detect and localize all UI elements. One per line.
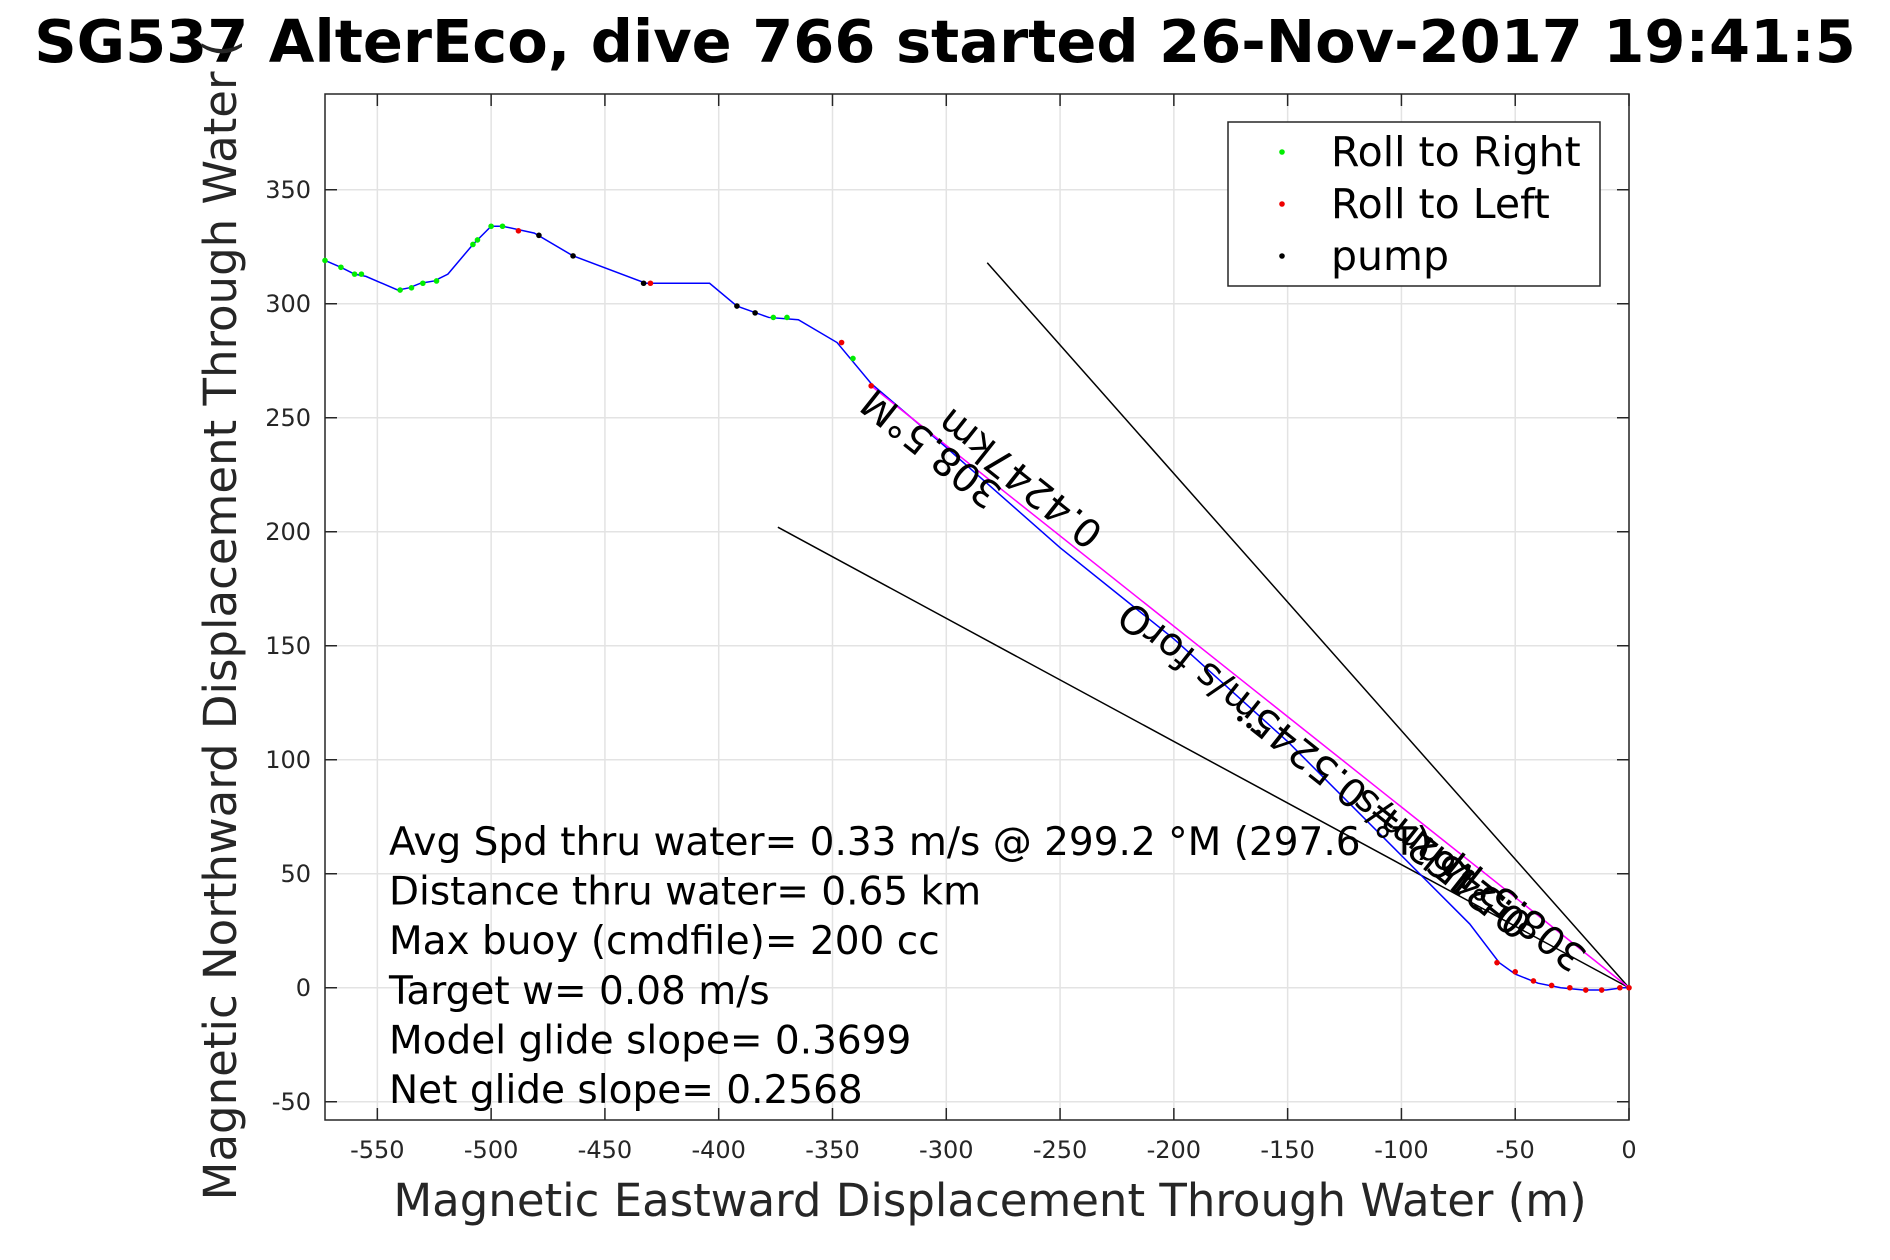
roll-left-point: [1626, 984, 1632, 991]
roll-left-point: [1617, 984, 1623, 991]
roll-right-point: [358, 271, 365, 277]
roll-right-point: [470, 241, 476, 248]
roll-right-point: [433, 278, 440, 284]
info-line: Model glide slope= 0.3699: [389, 1018, 911, 1063]
roll-left-point: [1530, 978, 1537, 984]
y-tick-label: 0: [296, 974, 311, 1002]
roll-right-point: [338, 264, 344, 271]
roll-right-point: [499, 223, 506, 230]
x-tick-label: -50: [1496, 1136, 1535, 1164]
roll-right-point: [322, 257, 328, 264]
pump-point: [570, 253, 576, 259]
info-box: Avg Spd thru water= 0.33 m/s @ 299.2 °M …: [388, 820, 1432, 1113]
y-tick-label: 350: [265, 176, 311, 204]
roll-right-point: [488, 223, 494, 230]
pump-point: [536, 232, 542, 239]
x-axis-label: Magnetic Eastward Displacement Through W…: [393, 1174, 1586, 1227]
roll-right-point: [397, 287, 403, 293]
x-tick-label: -150: [1260, 1136, 1314, 1164]
roll-right-point: [850, 355, 856, 362]
legend-marker: [1279, 253, 1285, 259]
info-line: Target w= 0.08 m/s: [388, 969, 770, 1014]
legend-marker: [1279, 201, 1285, 207]
vector-annotation: 308.5°M: [1438, 842, 1595, 980]
roll-right-point: [420, 280, 426, 287]
y-axis-label: Magnetic Northward Displacement Through …: [194, 40, 247, 1201]
pump-point: [640, 280, 647, 287]
x-tick-label: -300: [919, 1136, 973, 1164]
legend-box: [1227, 121, 1601, 287]
chart-title: SG537 AlterEco, dive 766 started 26-Nov-…: [34, 7, 1856, 76]
reference-lines: [777, 262, 1630, 989]
roll-left-point: [515, 228, 522, 234]
roll-left-point: [647, 280, 654, 287]
y-tick-label: 50: [280, 860, 311, 888]
pump-point: [752, 310, 758, 316]
roll-right-point: [474, 237, 481, 243]
y-tick-label: 200: [265, 518, 311, 546]
roll-left-point: [1567, 984, 1573, 991]
x-tick-label: 0: [1621, 1136, 1636, 1164]
pump-point: [1237, 715, 1243, 722]
y-tick-label: 250: [265, 404, 311, 432]
roll-left-point: [838, 339, 845, 346]
axis-ticks: -550 -500 -450 -400 -350 -300 -250 -200 -150 -100…: [265, 94, 1637, 1164]
info-line: Distance thru water= 0.65 km: [389, 870, 981, 915]
y-tick-label: -50: [272, 1088, 311, 1116]
roll-left-point: [1494, 959, 1500, 966]
info-line: Avg Spd thru water= 0.33 m/s @ 299.2 °M …: [389, 820, 1432, 865]
legend-label: Roll to Right: [1331, 128, 1581, 176]
x-tick-label: -200: [1147, 1136, 1201, 1164]
info-line: Max buoy (cmdfile)= 200 cc: [389, 919, 940, 964]
displacement-vector: [870, 385, 1630, 989]
x-tick-label: -450: [578, 1136, 632, 1164]
plot-frame: [324, 93, 1630, 1121]
roll-right-point: [770, 314, 777, 321]
pump-point: [1246, 722, 1252, 729]
pump-point: [1255, 729, 1261, 736]
roll-right-point: [351, 271, 358, 277]
x-tick-label: -550: [350, 1136, 404, 1164]
y-tick-label: 100: [265, 746, 311, 774]
roll-left-point: [1548, 982, 1555, 989]
pump-point: [734, 303, 740, 309]
legend-label: Roll to Left: [1331, 180, 1550, 228]
y-tick-label: 150: [265, 632, 311, 660]
x-tick-label: -100: [1374, 1136, 1428, 1164]
x-tick-label: -400: [691, 1136, 745, 1164]
roll-right-point: [784, 314, 790, 321]
track-line: [324, 225, 1629, 991]
info-line: Net glide slope= 0.2568: [389, 1068, 863, 1113]
roll-left-point: [1598, 987, 1605, 993]
reference-line: [986, 262, 1630, 989]
y-tick-label: 300: [265, 290, 311, 318]
x-tick-label: -250: [1033, 1136, 1087, 1164]
roll-left-point: [868, 383, 874, 389]
roll-left-point: [1512, 969, 1519, 975]
data-points: [322, 223, 1632, 993]
reference-line: [777, 526, 1630, 989]
x-tick-label: -500: [464, 1136, 518, 1164]
roll-right-point: [408, 285, 415, 291]
legend-marker: [1279, 149, 1285, 155]
legend-label: pump: [1331, 232, 1449, 280]
glider-track: [324, 225, 1630, 991]
roll-left-point: [1582, 987, 1589, 993]
x-tick-label: -350: [805, 1136, 859, 1164]
